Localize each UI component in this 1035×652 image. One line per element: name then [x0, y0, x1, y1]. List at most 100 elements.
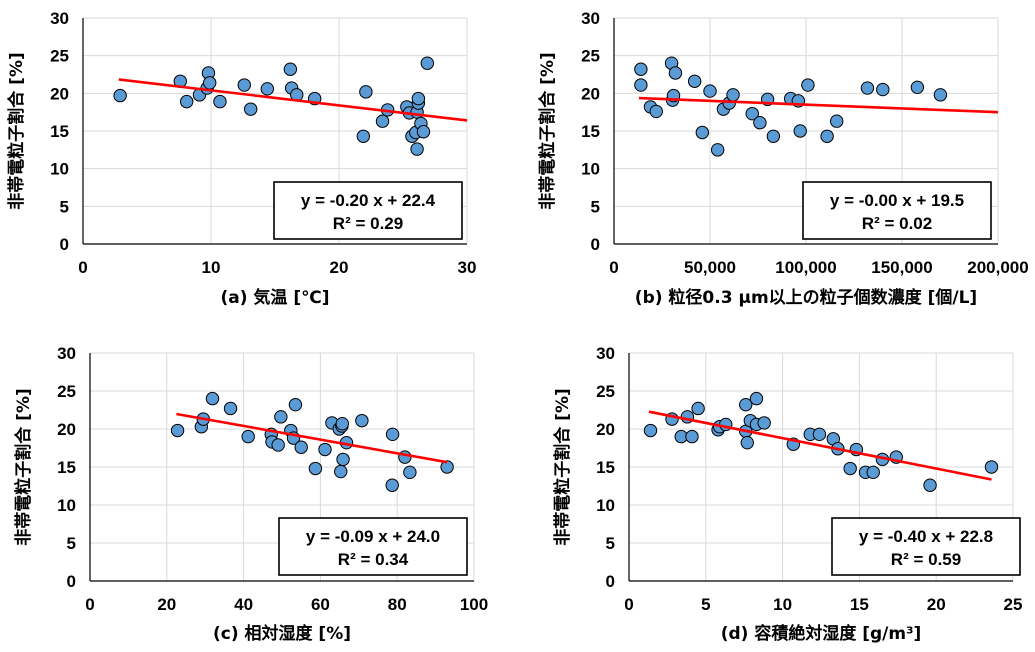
r-squared-label: R² = 0.59: [891, 550, 961, 569]
y-tick-label: 25: [581, 47, 600, 66]
y-tick-label: 0: [591, 235, 600, 254]
data-point: [643, 423, 658, 438]
y-tick-label: 10: [50, 160, 69, 179]
data-point: [860, 81, 875, 95]
x-axis-label: (a) 気温 [℃]: [221, 287, 330, 308]
data-point: [410, 142, 424, 156]
x-tick-label: 0: [78, 258, 87, 277]
y-tick-label: 30: [57, 344, 76, 363]
y-tick-label: 5: [606, 534, 615, 553]
data-point: [283, 62, 298, 76]
data-point: [440, 460, 454, 474]
x-tick-label: 150,000: [871, 258, 932, 277]
r-squared-label: R² = 0.29: [333, 214, 403, 233]
data-point: [634, 78, 648, 92]
chart-panel-1: 0 5 10 15 20 25 30 0 10 20 30 (a) 気温 [℃] 非帯電粒子割合 [%]…: [6, 9, 476, 308]
data-point: [687, 74, 702, 88]
data-point: [793, 124, 807, 138]
data-point: [213, 94, 227, 109]
data-point: [766, 129, 781, 143]
x-tick-label: 200,000: [967, 258, 1028, 277]
data-point: [336, 452, 350, 467]
y-axis-label: 非帯電粒子割合 [%]: [552, 388, 573, 546]
y-axis-label: 非帯電粒子割合 [%]: [537, 52, 558, 210]
data-point: [271, 438, 285, 452]
x-tick-label: 50,000: [684, 258, 736, 277]
y-tick-label: 20: [596, 420, 615, 439]
data-point: [820, 129, 834, 143]
y-tick-label: 15: [581, 122, 600, 141]
y-tick-label: 20: [57, 420, 76, 439]
data-point: [308, 461, 323, 476]
data-point: [403, 465, 417, 480]
y-tick-label: 10: [581, 160, 600, 179]
trendline: [648, 410, 992, 481]
data-point: [385, 427, 400, 442]
data-point: [695, 125, 710, 140]
data-point: [703, 84, 717, 98]
y-tick-label: 5: [67, 534, 76, 553]
equation-box: [273, 181, 463, 240]
data-point: [801, 78, 815, 92]
y-tick-label: 0: [67, 572, 76, 591]
data-point: [179, 94, 194, 109]
y-axis-label: 非帯電粒子割合 [%]: [13, 388, 34, 546]
data-point: [420, 56, 435, 70]
trendline: [638, 96, 999, 114]
x-tick-label: 30: [458, 258, 477, 277]
trendline-equation: y = -0.09 x + 24.0: [306, 527, 440, 546]
x-tick-label: 15: [850, 595, 869, 614]
equation-box: [831, 517, 1021, 576]
data-point: [668, 66, 683, 80]
data-point: [260, 82, 275, 96]
data-point: [649, 104, 663, 119]
chart-panel-3: 0 5 10 15 20 25 30 0 20 40 60 80 100 (c) 相対湿度 [%] 非帯電粒…: [13, 344, 488, 644]
trendline: [118, 78, 468, 122]
data-point: [356, 129, 371, 143]
x-tick-label: 20: [330, 258, 349, 277]
data-point: [223, 401, 238, 416]
trendline-equation: y = -0.20 x + 22.4: [301, 191, 436, 210]
data-point: [710, 143, 725, 157]
y-tick-label: 25: [57, 382, 76, 401]
data-point: [876, 82, 890, 97]
data-point: [385, 478, 399, 492]
data-point: [334, 464, 348, 479]
trendline-equation: y = -0.00 x + 19.5: [830, 191, 964, 210]
x-tick-label: 80: [388, 595, 407, 614]
x-axis-label: (c) 相対湿度 [%]: [213, 623, 351, 644]
y-axis-label: 非帯電粒子割合 [%]: [6, 52, 27, 210]
data-point: [740, 435, 754, 450]
y-tick-label: 20: [581, 84, 600, 103]
data-point: [318, 442, 332, 457]
data-point: [749, 391, 764, 406]
data-point: [910, 80, 925, 95]
x-tick-label: 20: [157, 595, 176, 614]
y-tick-label: 20: [50, 84, 69, 103]
trendline: [176, 412, 448, 464]
data-point: [866, 465, 880, 480]
y-tick-label: 0: [606, 572, 615, 591]
data-point: [243, 102, 258, 116]
equation-box: [278, 517, 468, 576]
data-point: [241, 429, 255, 444]
x-tick-label: 100,000: [775, 258, 836, 277]
data-point: [203, 76, 217, 90]
data-point: [812, 427, 827, 442]
data-point: [411, 91, 426, 106]
data-point: [753, 116, 767, 130]
data-point: [237, 78, 251, 92]
chart-panel-4: 0 5 10 15 20 25 30 0 5 10 15 20 25 (d) 容積絶対湿度 [g/m³] 非…: [552, 344, 1022, 644]
x-tick-label: 100: [460, 595, 488, 614]
x-tick-label: 25: [1004, 595, 1023, 614]
data-point: [726, 88, 740, 102]
y-tick-label: 15: [596, 458, 615, 477]
data-point: [691, 401, 705, 416]
x-tick-label: 0: [85, 595, 94, 614]
x-axis-label: (b) 粒径0.3 μm以上の粒子個数濃度 [個/L]: [635, 287, 977, 308]
data-point: [685, 429, 699, 444]
data-point: [984, 460, 999, 474]
r-squared-label: R² = 0.02: [862, 214, 932, 233]
y-tick-label: 10: [57, 496, 76, 515]
